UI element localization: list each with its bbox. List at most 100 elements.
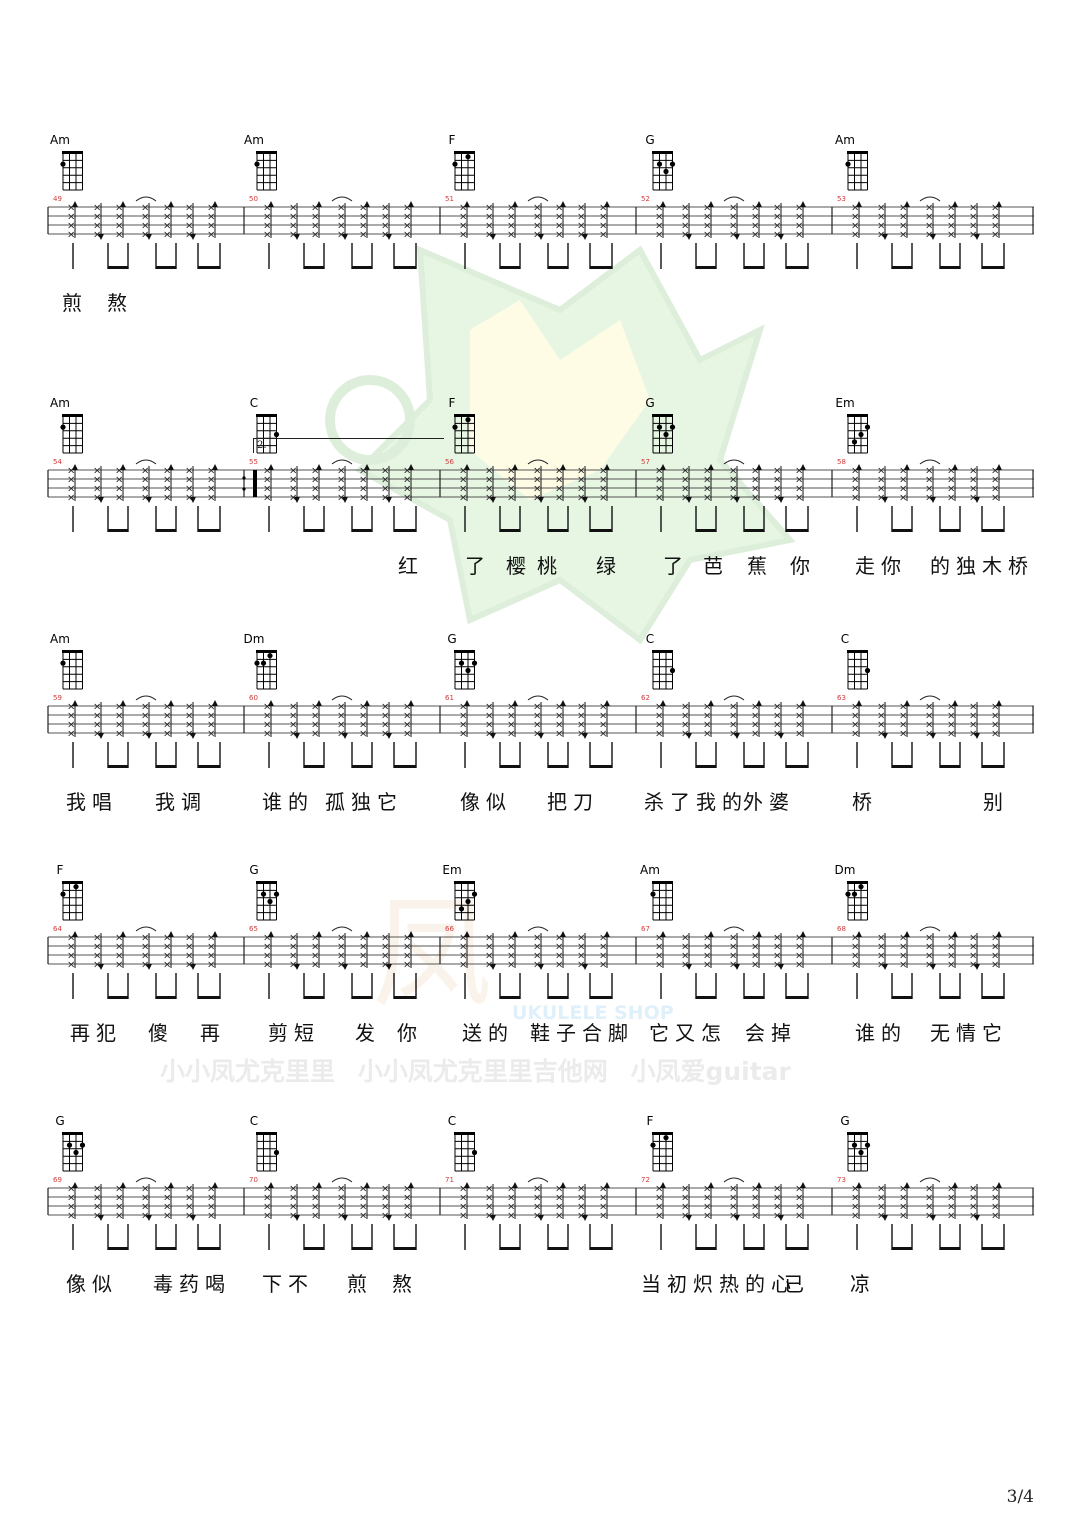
- svg-text:×: ×: [337, 702, 345, 713]
- svg-text:×: ×: [141, 711, 149, 722]
- measure-number: 69: [53, 1176, 62, 1184]
- svg-text:×: ×: [851, 212, 859, 223]
- svg-text:×: ×: [851, 466, 859, 477]
- svg-text:×: ×: [403, 493, 411, 504]
- svg-text:×: ×: [577, 1202, 585, 1213]
- svg-text:×: ×: [485, 702, 493, 713]
- svg-text:×: ×: [289, 942, 297, 953]
- lyric-syllable: 杀了我的: [644, 790, 748, 814]
- svg-text:×: ×: [67, 942, 75, 953]
- svg-text:×: ×: [311, 702, 319, 713]
- svg-text:×: ×: [991, 951, 999, 962]
- svg-text:×: ×: [577, 951, 585, 962]
- svg-text:×: ×: [507, 720, 515, 731]
- svg-text:×: ×: [263, 212, 271, 223]
- svg-text:×: ×: [93, 729, 101, 740]
- svg-text:×: ×: [403, 466, 411, 477]
- svg-text:×: ×: [67, 711, 75, 722]
- svg-text:×: ×: [359, 475, 367, 486]
- svg-text:×: ×: [459, 711, 467, 722]
- svg-text:×: ×: [403, 729, 411, 740]
- svg-text:×: ×: [555, 212, 563, 223]
- svg-text:×: ×: [795, 493, 803, 504]
- svg-text:×: ×: [969, 942, 977, 953]
- svg-text:×: ×: [185, 493, 193, 504]
- svg-text:×: ×: [655, 1193, 663, 1204]
- svg-text:×: ×: [991, 484, 999, 495]
- svg-text:×: ×: [555, 1211, 563, 1222]
- svg-text:×: ×: [773, 1193, 781, 1204]
- svg-text:×: ×: [925, 729, 933, 740]
- svg-text:×: ×: [925, 1202, 933, 1213]
- chord-name: Am: [50, 396, 70, 410]
- svg-text:×: ×: [115, 203, 123, 214]
- svg-text:×: ×: [337, 1193, 345, 1204]
- svg-text:×: ×: [795, 720, 803, 731]
- lyric-syllable: 剪短: [268, 1021, 320, 1045]
- svg-text:×: ×: [969, 1211, 977, 1222]
- svg-text:×: ×: [899, 1184, 907, 1195]
- svg-text:×: ×: [533, 1202, 541, 1213]
- svg-text:×: ×: [163, 475, 171, 486]
- svg-text:×: ×: [289, 960, 297, 971]
- svg-text:×: ×: [599, 203, 607, 214]
- svg-text:×: ×: [991, 475, 999, 486]
- svg-text:×: ×: [93, 1193, 101, 1204]
- svg-text:×: ×: [577, 942, 585, 953]
- measure-number: 50: [249, 195, 258, 203]
- chord-name: G: [249, 863, 259, 877]
- svg-text:×: ×: [925, 203, 933, 214]
- svg-text:×: ×: [899, 466, 907, 477]
- svg-text:×: ×: [729, 951, 737, 962]
- svg-text:×: ×: [851, 1202, 859, 1213]
- svg-text:×: ×: [969, 729, 977, 740]
- svg-text:×: ×: [115, 475, 123, 486]
- svg-text:×: ×: [877, 212, 885, 223]
- lyric-syllable: 走你: [855, 554, 907, 578]
- svg-text:×: ×: [311, 711, 319, 722]
- svg-text:×: ×: [655, 942, 663, 953]
- svg-text:×: ×: [485, 230, 493, 241]
- svg-text:×: ×: [947, 729, 955, 740]
- svg-text:×: ×: [311, 1211, 319, 1222]
- svg-text:×: ×: [141, 729, 149, 740]
- svg-text:×: ×: [947, 1202, 955, 1213]
- svg-text:×: ×: [773, 729, 781, 740]
- svg-text:×: ×: [533, 729, 541, 740]
- svg-text:×: ×: [289, 1202, 297, 1213]
- lyric-syllable: 红: [398, 554, 418, 578]
- chord-name: C: [249, 396, 259, 410]
- svg-text:×: ×: [751, 1211, 759, 1222]
- svg-text:×: ×: [141, 221, 149, 232]
- svg-text:×: ×: [751, 951, 759, 962]
- svg-text:×: ×: [577, 933, 585, 944]
- svg-text:×: ×: [729, 203, 737, 214]
- svg-text:×: ×: [359, 493, 367, 504]
- svg-text:×: ×: [773, 1211, 781, 1222]
- svg-text:×: ×: [925, 720, 933, 731]
- svg-text:×: ×: [947, 221, 955, 232]
- svg-text:×: ×: [311, 203, 319, 214]
- chord-diagram-icon: [452, 649, 478, 697]
- svg-text:×: ×: [459, 1211, 467, 1222]
- svg-text:×: ×: [485, 1211, 493, 1222]
- svg-text:×: ×: [507, 933, 515, 944]
- svg-text:×: ×: [599, 484, 607, 495]
- svg-text:×: ×: [207, 933, 215, 944]
- svg-text:×: ×: [207, 475, 215, 486]
- svg-text:×: ×: [729, 942, 737, 953]
- svg-text:×: ×: [599, 960, 607, 971]
- svg-text:×: ×: [141, 702, 149, 713]
- svg-text:×: ×: [141, 960, 149, 971]
- chord-name: Am: [835, 133, 855, 147]
- svg-text:×: ×: [681, 1193, 689, 1204]
- svg-text:×: ×: [655, 466, 663, 477]
- svg-text:×: ×: [655, 212, 663, 223]
- measure-number: 57: [641, 458, 650, 466]
- svg-text:×: ×: [359, 729, 367, 740]
- svg-text:×: ×: [925, 475, 933, 486]
- staff-system: × × × × × × × × × × × × × × × × × × × × × × × × × × × × × × × × × × × × × × × ×…: [0, 863, 1080, 1063]
- svg-text:×: ×: [93, 711, 101, 722]
- svg-text:×: ×: [163, 1184, 171, 1195]
- svg-text:×: ×: [185, 1184, 193, 1195]
